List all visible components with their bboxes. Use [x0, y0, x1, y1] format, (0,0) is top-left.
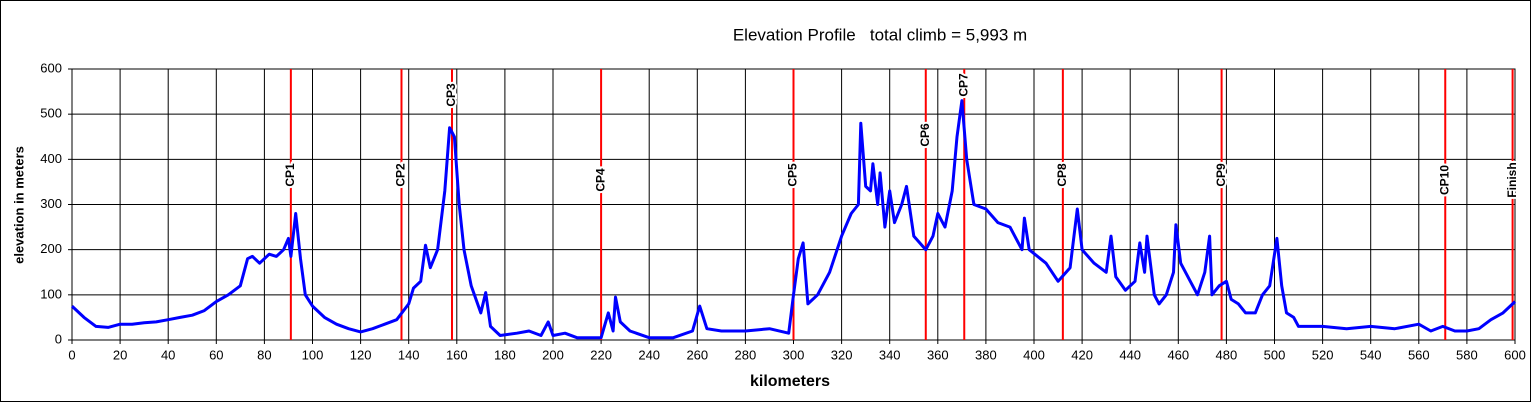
checkpoint-label: CP7: [956, 73, 970, 97]
x-tick-label: 460: [1167, 347, 1189, 362]
y-tick-label: 200: [40, 241, 62, 256]
x-tick-label: 540: [1360, 347, 1382, 362]
checkpoint-label: Finish: [1505, 162, 1519, 197]
chart-title: Elevation Profile total climb = 5,993 m: [733, 25, 1027, 44]
x-tick-label: 120: [350, 347, 372, 362]
x-tick-label: 0: [68, 347, 75, 362]
x-tick-label: 200: [542, 347, 564, 362]
x-tick-label: 320: [831, 347, 853, 362]
x-tick-label: 580: [1456, 347, 1478, 362]
checkpoint-label: CP5: [786, 163, 800, 187]
x-tick-label: 340: [879, 347, 901, 362]
x-tick-label: 100: [302, 347, 324, 362]
x-axis-label: kilometers: [750, 373, 830, 390]
x-tick-label: 300: [783, 347, 805, 362]
x-tick-label: 80: [257, 347, 271, 362]
x-tick-label: 600: [1504, 347, 1526, 362]
checkpoint-label: CP1: [283, 163, 297, 187]
x-tick-label: 20: [113, 347, 127, 362]
x-tick-label: 380: [975, 347, 997, 362]
y-tick-label: 500: [40, 106, 62, 121]
x-tick-label: 360: [927, 347, 949, 362]
x-tick-label: 500: [1264, 347, 1286, 362]
checkpoint-label: CP9: [1214, 163, 1228, 187]
x-tick-label: 440: [1119, 347, 1141, 362]
checkpoint-label: CP6: [918, 123, 932, 147]
y-tick-label: 100: [40, 286, 62, 301]
y-axis-label: elevation in meters: [11, 146, 26, 264]
x-tick-label: 180: [494, 347, 516, 362]
x-tick-label: 220: [590, 347, 612, 362]
checkpoint-label: CP4: [593, 168, 607, 192]
x-tick-label: 240: [638, 347, 660, 362]
x-tick-label: 280: [735, 347, 757, 362]
x-tick-label: 40: [161, 347, 175, 362]
x-tick-label: 480: [1216, 347, 1238, 362]
checkpoint-label: CP10: [1437, 165, 1451, 195]
x-tick-label: 560: [1408, 347, 1430, 362]
checkpoint-label: CP8: [1055, 163, 1069, 187]
x-tick-label: 140: [398, 347, 420, 362]
elevation-line: [70, 99, 1517, 340]
x-tick-label: 420: [1071, 347, 1093, 362]
x-tick-label: 400: [1023, 347, 1045, 362]
x-tick-label: 260: [686, 347, 708, 362]
checkpoint-label: CP2: [394, 163, 408, 187]
x-tick-label: 520: [1312, 347, 1334, 362]
y-tick-label: 300: [40, 196, 62, 211]
x-tick-label: 160: [446, 347, 468, 362]
y-tick-label: 600: [40, 60, 62, 75]
y-tick-label: 0: [55, 331, 62, 346]
x-tick-label: 60: [209, 347, 223, 362]
checkpoint-label: CP3: [444, 83, 458, 107]
y-tick-label: 400: [40, 151, 62, 166]
